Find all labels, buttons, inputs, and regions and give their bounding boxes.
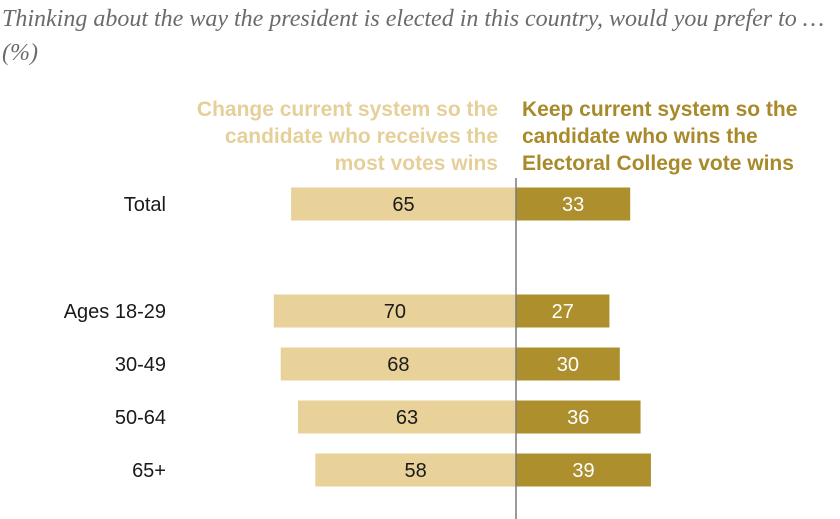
value-label-keep: 33 <box>562 194 584 216</box>
legend-change-system: Change current system so the candidate w… <box>196 98 498 175</box>
bar-change-system <box>280 347 516 381</box>
category-label: 30-49 <box>115 354 166 376</box>
value-label-keep: 30 <box>557 354 579 376</box>
value-label-keep: 36 <box>567 407 589 429</box>
bar-keep-system <box>516 187 631 221</box>
value-label-change: 58 <box>405 460 427 482</box>
bar-change-system <box>315 453 516 487</box>
legend-keep-system: Keep current system so the candidate who… <box>522 98 798 175</box>
bar-change-system <box>298 400 516 434</box>
value-label-change: 70 <box>384 301 406 323</box>
value-label-keep: 39 <box>572 460 594 482</box>
bar-keep-system <box>516 453 651 487</box>
bar-change-system <box>273 294 516 328</box>
category-label: 65+ <box>132 460 166 482</box>
category-label: 50-64 <box>115 407 166 429</box>
value-label-change: 65 <box>392 194 414 216</box>
bar-keep-system <box>516 294 610 328</box>
bar-keep-system <box>516 347 620 381</box>
chart-title: Thinking about the way the president is … <box>2 6 825 66</box>
value-label-change: 68 <box>387 354 409 376</box>
bar-keep-system <box>516 400 641 434</box>
category-label: Ages 18-29 <box>64 301 166 323</box>
bars-group: Total 65 33 Ages 18-29 70 27 30-49 68 30 50-64 63 3… <box>64 187 651 487</box>
value-label-change: 63 <box>396 407 418 429</box>
category-label: Total <box>124 194 166 216</box>
bar-change-system <box>291 187 516 221</box>
value-label-keep: 27 <box>552 301 574 323</box>
